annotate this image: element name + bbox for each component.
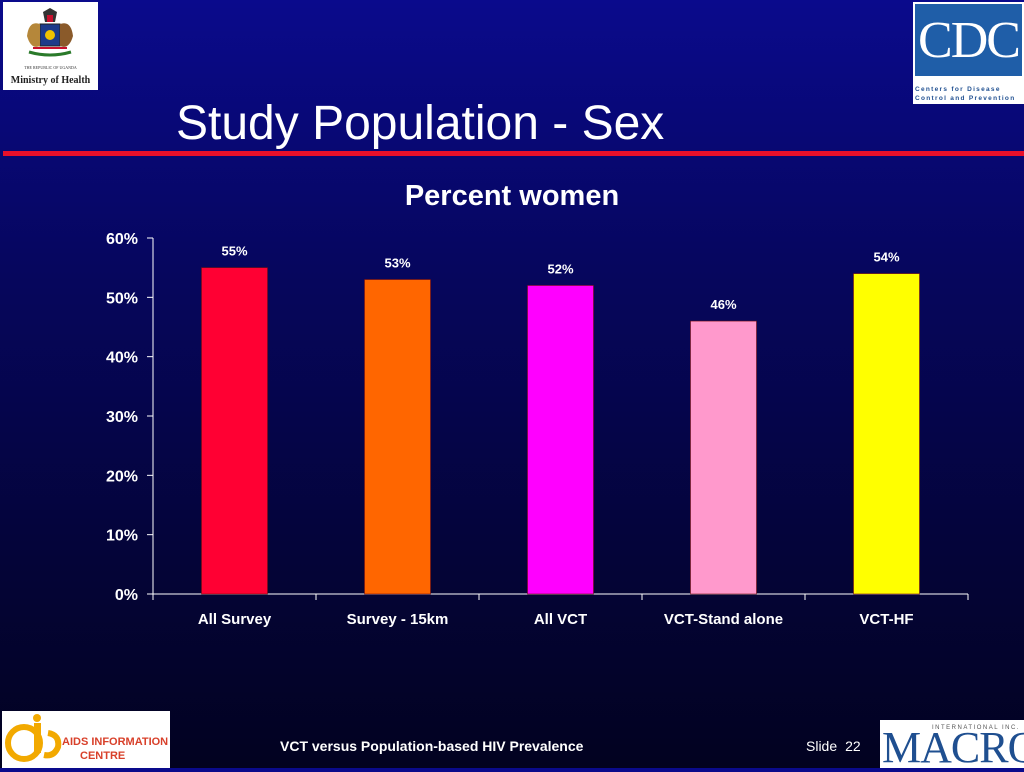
cdc-logo: CDC Centers for Disease Control and Prev… bbox=[913, 2, 1024, 104]
slide-label: Slide bbox=[806, 738, 838, 754]
title-divider bbox=[3, 151, 1024, 156]
data-label: 54% bbox=[873, 250, 899, 265]
aic-name-line-2: CENTRE bbox=[80, 750, 126, 762]
bar bbox=[853, 273, 920, 595]
slide-title: Study Population - Sex bbox=[176, 97, 665, 150]
category-label: VCT-Stand alone bbox=[664, 611, 783, 628]
ministry-of-health-logo: THE REPUBLIC OF UGANDA Ministry of Healt… bbox=[3, 2, 98, 90]
y-tick-label: 30% bbox=[106, 409, 138, 426]
data-label: 52% bbox=[547, 261, 573, 276]
category-label: Survey - 15km bbox=[347, 611, 449, 628]
macro-international-logo: INTERNATIONAL INC. MACRO bbox=[880, 720, 1024, 772]
y-tick-label: 60% bbox=[106, 231, 138, 248]
chart-title: Percent women bbox=[404, 180, 620, 212]
slide-number-value: 22 bbox=[845, 738, 861, 754]
footer-text: VCT versus Population-based HIV Prevalen… bbox=[280, 738, 584, 754]
cdc-mark: CDC bbox=[915, 4, 1022, 76]
bar bbox=[201, 267, 268, 595]
y-tick-label: 0% bbox=[115, 587, 138, 604]
aic-emblem-icon bbox=[5, 714, 62, 762]
y-tick-label: 20% bbox=[106, 468, 138, 485]
bar bbox=[527, 285, 594, 595]
y-tick-label: 50% bbox=[106, 290, 138, 307]
bar bbox=[364, 279, 431, 595]
category-label: All Survey bbox=[198, 611, 272, 628]
y-tick-label: 10% bbox=[106, 528, 138, 545]
bar bbox=[690, 320, 757, 595]
cdc-line-1: Centers for Disease bbox=[915, 86, 1001, 93]
y-tick-label: 40% bbox=[106, 350, 138, 367]
data-label: 46% bbox=[710, 297, 736, 312]
macro-intl-text: INTERNATIONAL INC. bbox=[932, 725, 1021, 731]
ministry-name: Ministry of Health bbox=[10, 75, 91, 86]
category-label: VCT-HF bbox=[859, 611, 913, 628]
data-label: 55% bbox=[221, 244, 247, 259]
data-label: 53% bbox=[384, 256, 410, 271]
category-label: All VCT bbox=[534, 611, 587, 628]
slide-number: Slide 22 bbox=[806, 738, 861, 754]
macro-name: MACRO bbox=[882, 723, 1024, 772]
aids-information-centre-logo: AIDS INFORMATION CENTRE bbox=[2, 711, 170, 768]
uganda-coat-of-arms-icon bbox=[27, 8, 73, 57]
uganda-subtitle: THE REPUBLIC OF UGANDA bbox=[24, 65, 77, 70]
aic-name-line-1: AIDS INFORMATION bbox=[62, 736, 169, 748]
cdc-line-2: Control and Prevention bbox=[915, 95, 1016, 102]
